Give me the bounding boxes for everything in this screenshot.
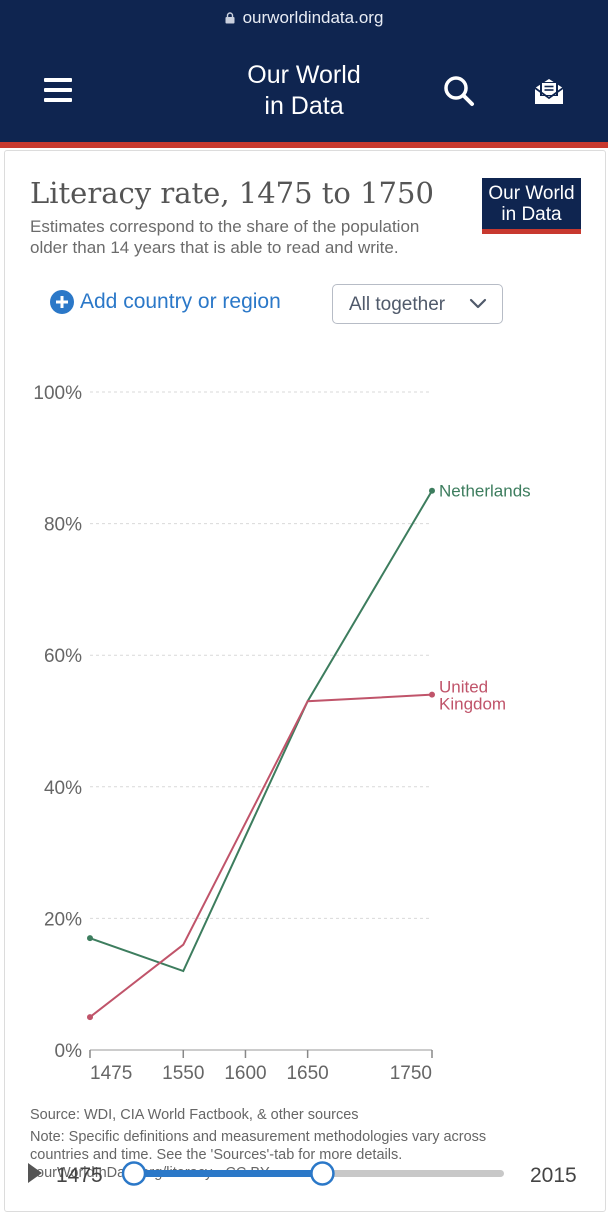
series-label: Kingdom bbox=[439, 695, 506, 714]
plus-circle-icon bbox=[50, 290, 74, 314]
view-mode-dropdown[interactable]: All together bbox=[332, 284, 503, 324]
x-tick-label: 1475 bbox=[90, 1063, 132, 1084]
nav-accent-strip bbox=[0, 142, 608, 148]
x-tick-label: 1550 bbox=[162, 1063, 204, 1084]
note-text-line-1: Note: Specific definitions and measureme… bbox=[30, 1129, 487, 1145]
brand-line-2: in Data bbox=[264, 92, 344, 120]
series-line-netherlands bbox=[89, 490, 433, 973]
line-chart: 0% 20% 40% 60% 80% 100% 1475 1550 1600 1650 1750 Ne… bbox=[33, 383, 531, 1084]
y-tick-label: 80% bbox=[44, 515, 82, 536]
timeline-end-handle[interactable] bbox=[310, 1161, 335, 1186]
envelope-icon[interactable] bbox=[532, 74, 566, 108]
series-line-united-kingdom bbox=[89, 693, 433, 1018]
series-label: United bbox=[439, 678, 488, 697]
play-icon[interactable] bbox=[28, 1163, 42, 1183]
timeline-selected-range bbox=[134, 1170, 323, 1177]
owid-logo[interactable]: Our World in Data bbox=[482, 178, 581, 234]
y-tick-label: 60% bbox=[44, 646, 82, 667]
chevron-down-icon bbox=[469, 298, 487, 309]
y-tick-label: 0% bbox=[55, 1041, 83, 1062]
logo-accent-bar bbox=[482, 229, 581, 234]
hamburger-icon[interactable] bbox=[44, 78, 72, 102]
data-point bbox=[87, 1014, 93, 1021]
timeline-start-label: 1475 bbox=[56, 1164, 103, 1187]
add-country-button[interactable]: Add country or region bbox=[50, 290, 281, 314]
timeline-slider[interactable]: 1475 2015 bbox=[0, 1158, 608, 1192]
chart-card bbox=[4, 150, 606, 1212]
series-label: Netherlands bbox=[439, 482, 531, 501]
chart-title: Literacy rate, 1475 to 1750 bbox=[30, 176, 434, 210]
url-text: ourworldindata.org bbox=[242, 8, 384, 27]
address-bar[interactable]: ourworldindata.org bbox=[0, 8, 608, 28]
logo-line-1: Our World bbox=[488, 183, 575, 204]
y-tick-label: 20% bbox=[44, 909, 82, 930]
site-brand[interactable]: Our World in Data bbox=[0, 60, 608, 122]
timeline-end-label: 2015 bbox=[530, 1164, 577, 1187]
x-tick-label: 1750 bbox=[390, 1063, 432, 1084]
x-tick-label: 1600 bbox=[224, 1063, 266, 1084]
logo-line-2: in Data bbox=[501, 204, 562, 225]
chart-subtitle: Estimates correspond to the share of the… bbox=[30, 217, 420, 257]
timeline-start-handle[interactable] bbox=[121, 1161, 147, 1186]
y-tick-label: 40% bbox=[44, 778, 82, 799]
data-point bbox=[87, 935, 93, 942]
add-country-label: Add country or region bbox=[80, 290, 281, 313]
lock-icon bbox=[225, 12, 235, 24]
x-tick-label: 1650 bbox=[286, 1063, 328, 1084]
view-mode-label: All together bbox=[349, 294, 446, 315]
source-text: Source: WDI, CIA World Factbook, & other… bbox=[30, 1107, 359, 1123]
data-point bbox=[429, 487, 435, 494]
top-nav-bar: ourworldindata.org Our World in Data bbox=[0, 0, 608, 142]
note-text-line-2: countries and time. See the 'Sources'-ta… bbox=[30, 1147, 403, 1163]
data-point bbox=[429, 691, 435, 698]
brand-line-1: Our World bbox=[247, 61, 361, 89]
search-icon[interactable] bbox=[442, 74, 476, 108]
y-tick-label: 100% bbox=[33, 383, 82, 404]
